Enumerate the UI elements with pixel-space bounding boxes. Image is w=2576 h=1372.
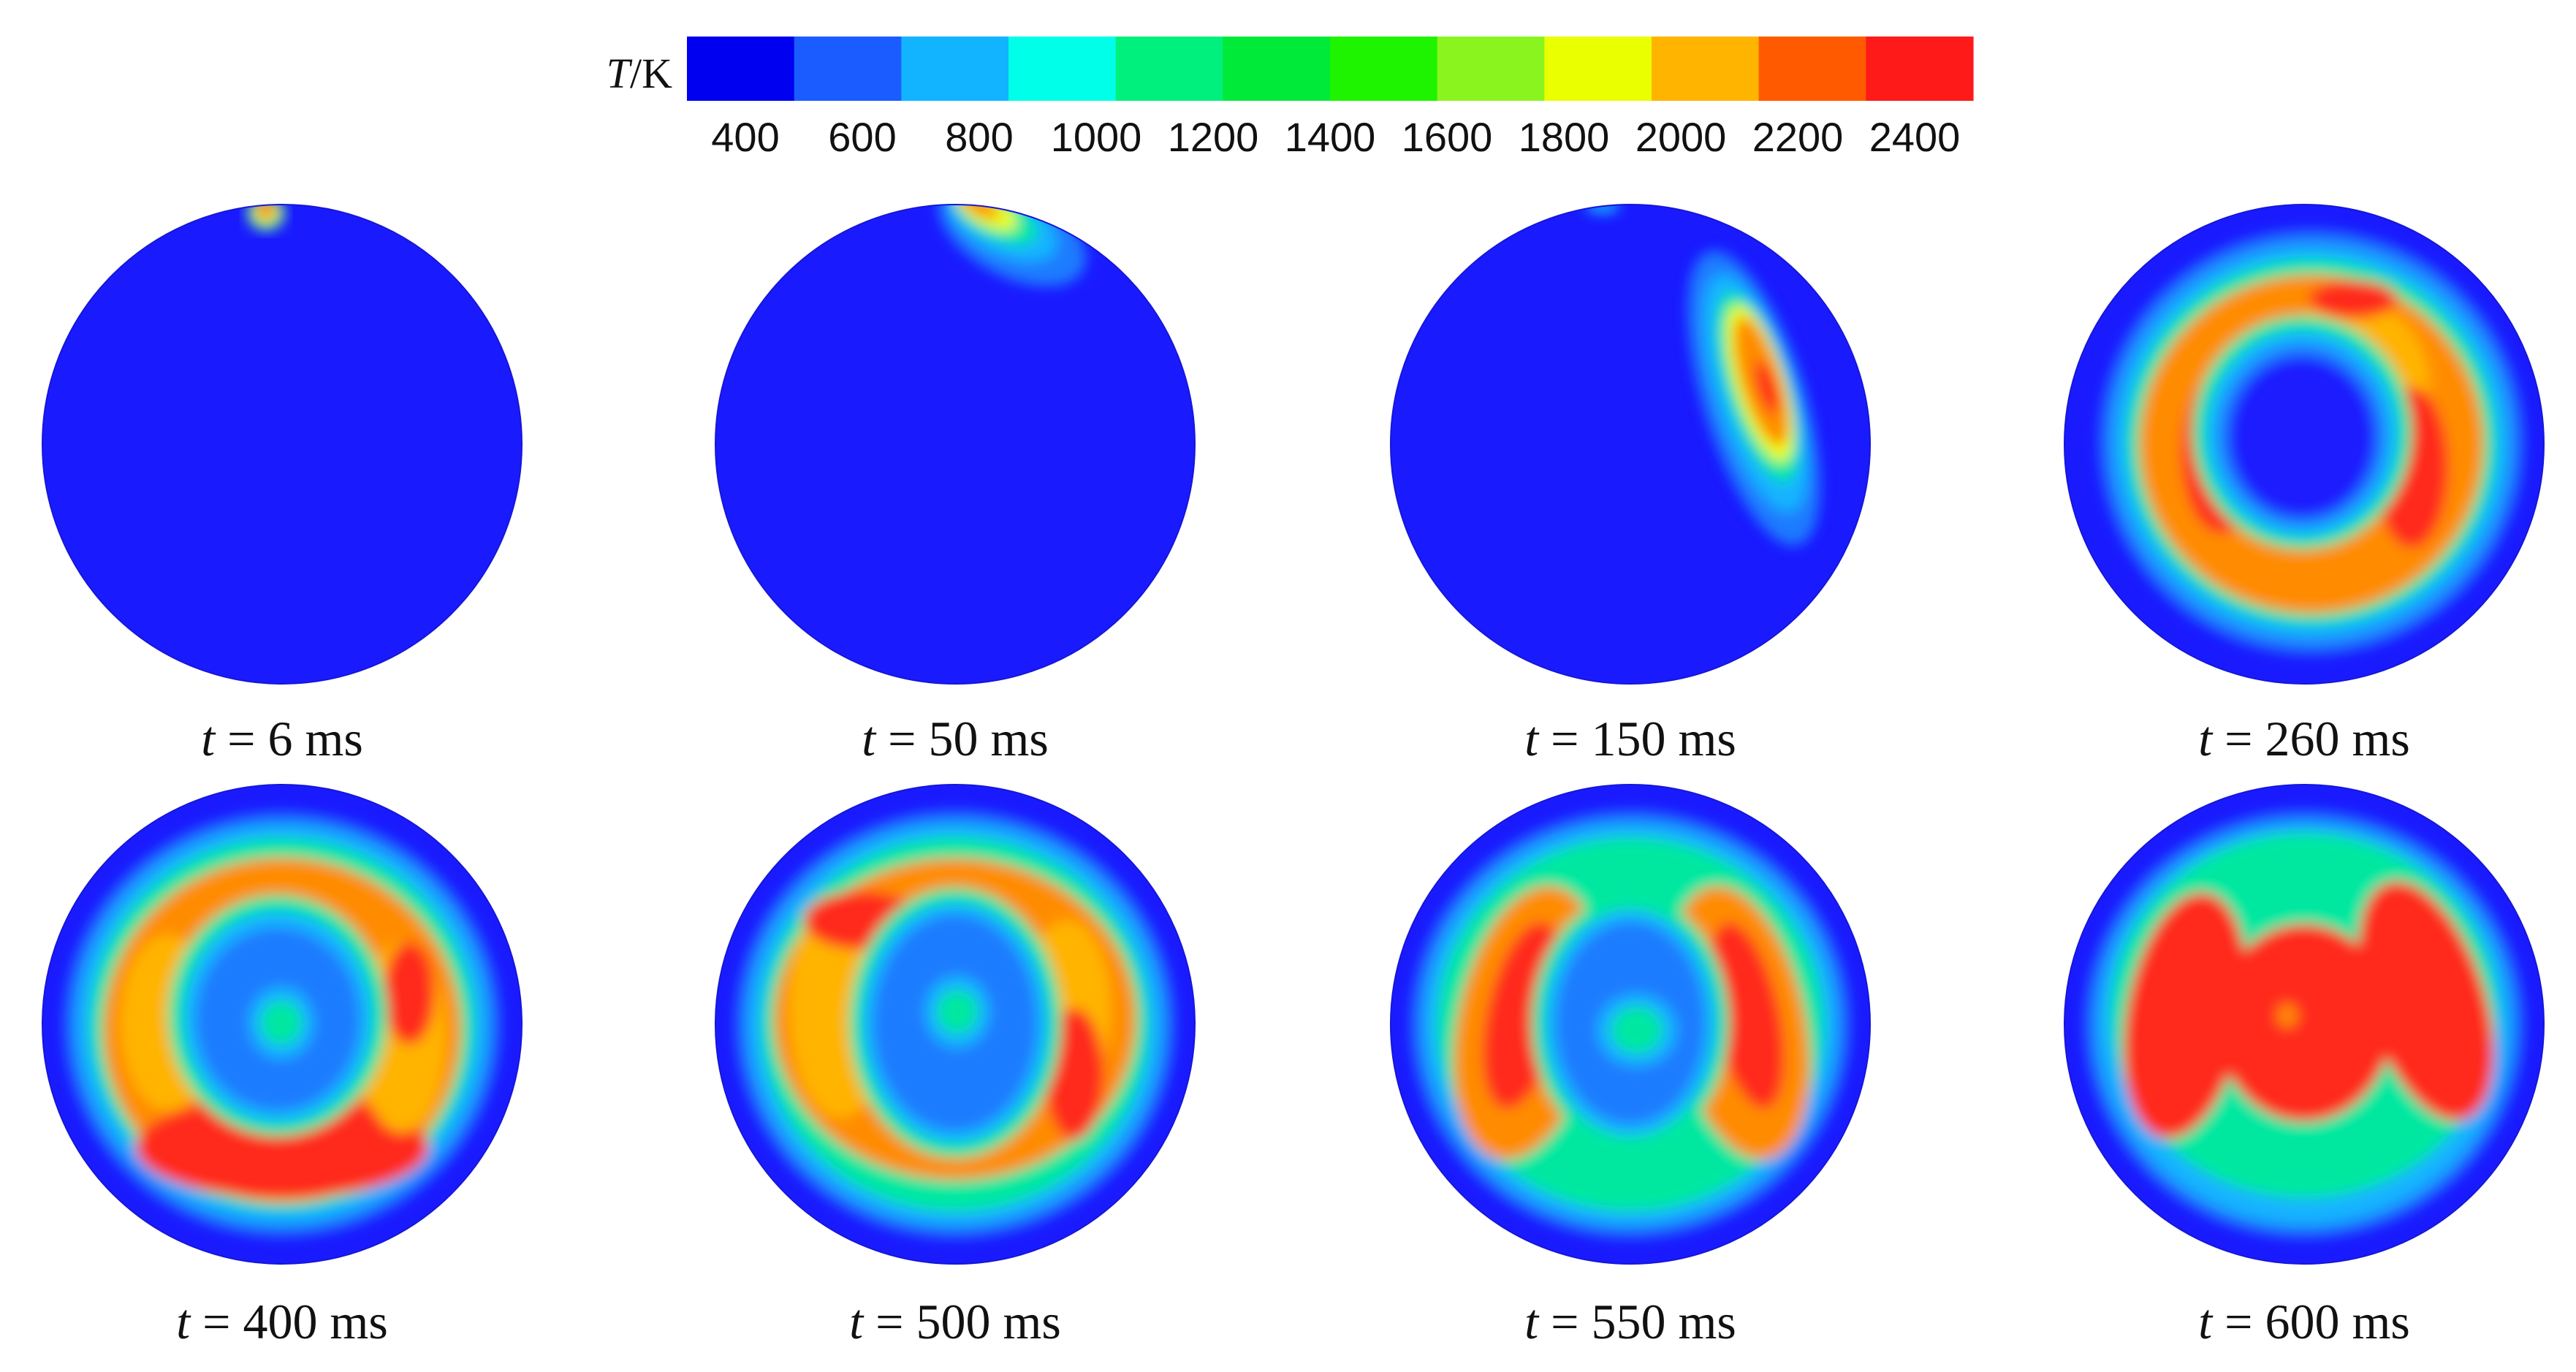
contour-panel: t = 400 ms xyxy=(42,784,523,1349)
colorbar-tick-label: 1200 xyxy=(1168,114,1259,160)
contour-field xyxy=(2064,205,2544,684)
panel-caption: t = 50 ms xyxy=(862,711,1049,766)
colorbar-swatch xyxy=(1866,37,1974,101)
colorbar-title-unit: /K xyxy=(630,50,672,97)
colorbar-swatch xyxy=(1652,37,1760,101)
panel-time: 500 ms xyxy=(916,1294,1060,1349)
panel-caption: t = 600 ms xyxy=(2198,1294,2410,1349)
contour-panel: t = 150 ms xyxy=(1390,204,1871,766)
panel-time: 50 ms xyxy=(928,711,1048,766)
colorbar-swatch xyxy=(1330,37,1438,101)
colorbar-swatch xyxy=(1223,37,1331,101)
contour-panel: t = 50 ms xyxy=(715,204,1196,766)
panel-caption: t = 500 ms xyxy=(849,1294,1061,1349)
colorbar-tick-label: 2000 xyxy=(1635,114,1727,160)
colorbar: T/K 400 600 800 1000 1200 1400 1600 1800… xyxy=(607,37,1974,160)
contour-panel: t = 260 ms xyxy=(2064,204,2545,766)
contour-panel: t = 6 ms xyxy=(42,204,523,766)
contour-field xyxy=(1391,785,1870,1264)
colorbar-swatch xyxy=(794,37,902,101)
contour-field xyxy=(42,785,522,1264)
contour-field xyxy=(2064,785,2544,1264)
contour-panel: t = 600 ms xyxy=(2064,784,2545,1349)
colorbar-swatch xyxy=(1437,37,1545,101)
chamber-boundary xyxy=(715,784,1196,1265)
chamber-boundary xyxy=(2064,204,2545,685)
colorbar-ticks: 400 600 800 1000 1200 1400 1600 1800 200… xyxy=(711,114,1960,160)
colorbar-tick-label: 400 xyxy=(711,114,779,160)
chamber-boundary xyxy=(2064,784,2545,1265)
panel-time: 600 ms xyxy=(2265,1294,2409,1349)
colorbar-swatches xyxy=(687,37,1974,101)
colorbar-tick-label: 1800 xyxy=(1519,114,1610,160)
panel-caption: t = 150 ms xyxy=(1524,711,1736,766)
colorbar-title: T/K xyxy=(607,50,672,97)
chamber-boundary xyxy=(42,784,523,1265)
colorbar-tick-label: 800 xyxy=(945,114,1013,160)
contour-field xyxy=(42,205,522,684)
panel-time: 260 ms xyxy=(2265,711,2409,766)
colorbar-tick-label: 2400 xyxy=(1869,114,1961,160)
panel-caption: t = 550 ms xyxy=(1524,1294,1736,1349)
colorbar-tick-label: 2200 xyxy=(1752,114,1844,160)
colorbar-tick-label: 1400 xyxy=(1285,114,1376,160)
colorbar-swatch xyxy=(1115,37,1223,101)
contour-field xyxy=(715,785,1195,1264)
chamber-boundary xyxy=(42,204,523,685)
panel-caption: t = 6 ms xyxy=(201,711,363,766)
panel-caption: t = 260 ms xyxy=(2198,711,2410,766)
colorbar-swatch xyxy=(1758,37,1866,101)
panel-time: 400 ms xyxy=(243,1294,387,1349)
chamber-boundary xyxy=(715,204,1196,685)
colorbar-tick-label: 1000 xyxy=(1051,114,1142,160)
contour-field xyxy=(1391,205,1870,684)
chamber-boundary xyxy=(1390,784,1871,1265)
colorbar-swatch xyxy=(1544,37,1652,101)
panel-time: 6 ms xyxy=(267,711,362,766)
colorbar-tick-label: 1600 xyxy=(1402,114,1493,160)
chamber-boundary xyxy=(1390,204,1871,685)
contour-panel: t = 500 ms xyxy=(715,784,1196,1349)
colorbar-swatch xyxy=(687,37,795,101)
panel-caption: t = 400 ms xyxy=(176,1294,388,1349)
colorbar-title-symbol: T xyxy=(607,50,633,97)
contour-field xyxy=(715,205,1195,684)
colorbar-tick-label: 600 xyxy=(828,114,896,160)
contour-panel: t = 550 ms xyxy=(1390,784,1871,1349)
panel-time: 550 ms xyxy=(1591,1294,1736,1349)
colorbar-swatch xyxy=(1008,37,1117,101)
colorbar-swatch xyxy=(901,37,1009,101)
panel-time: 150 ms xyxy=(1591,711,1736,766)
